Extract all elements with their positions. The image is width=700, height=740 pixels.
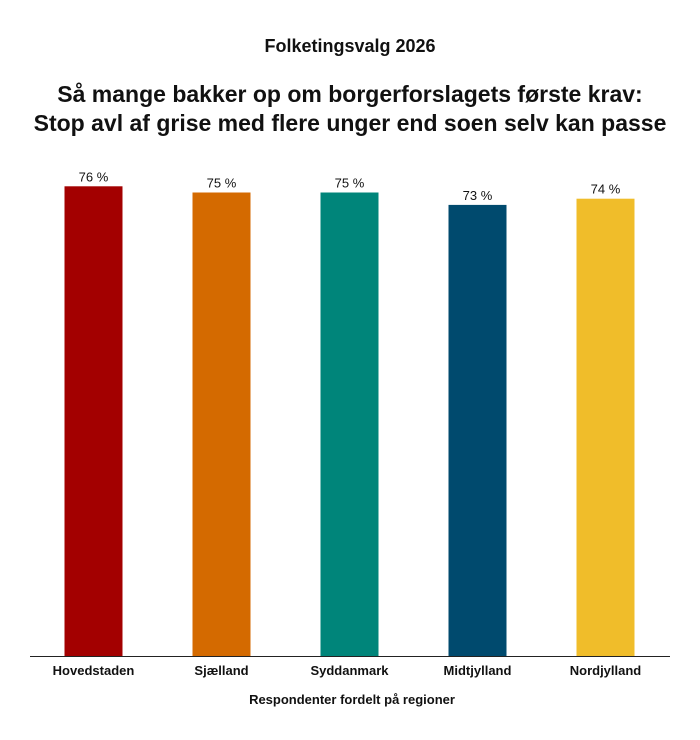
bar-nordjylland bbox=[576, 198, 635, 656]
category-label: Nordjylland bbox=[570, 663, 642, 678]
bar-hovedstaden bbox=[64, 186, 123, 657]
category-label: Sjælland bbox=[194, 663, 248, 678]
category-label: Hovedstaden bbox=[53, 663, 135, 678]
category-label: Syddanmark bbox=[310, 663, 389, 678]
x-axis-title: Respondenter fordelt på regioner bbox=[249, 692, 455, 707]
value-label: 73 % bbox=[463, 188, 493, 203]
chart-title-line-2: Stop avl af grise med flere unger end so… bbox=[33, 110, 667, 136]
value-label: 76 % bbox=[79, 169, 109, 184]
chart-title: Så mange bakker op om borgerforslagets f… bbox=[10, 80, 690, 138]
bar-midtjylland bbox=[448, 204, 507, 656]
bar-sjælland bbox=[192, 192, 251, 656]
chart-title-line-1: Så mange bakker op om borgerforslagets f… bbox=[57, 81, 643, 107]
value-label: 75 % bbox=[335, 176, 365, 191]
bar-syddanmark bbox=[320, 192, 379, 656]
category-label: Midtjylland bbox=[444, 663, 512, 678]
value-label: 75 % bbox=[207, 176, 237, 191]
chart-supertitle: Folketingsvalg 2026 bbox=[264, 36, 436, 56]
value-label: 74 % bbox=[591, 182, 621, 197]
